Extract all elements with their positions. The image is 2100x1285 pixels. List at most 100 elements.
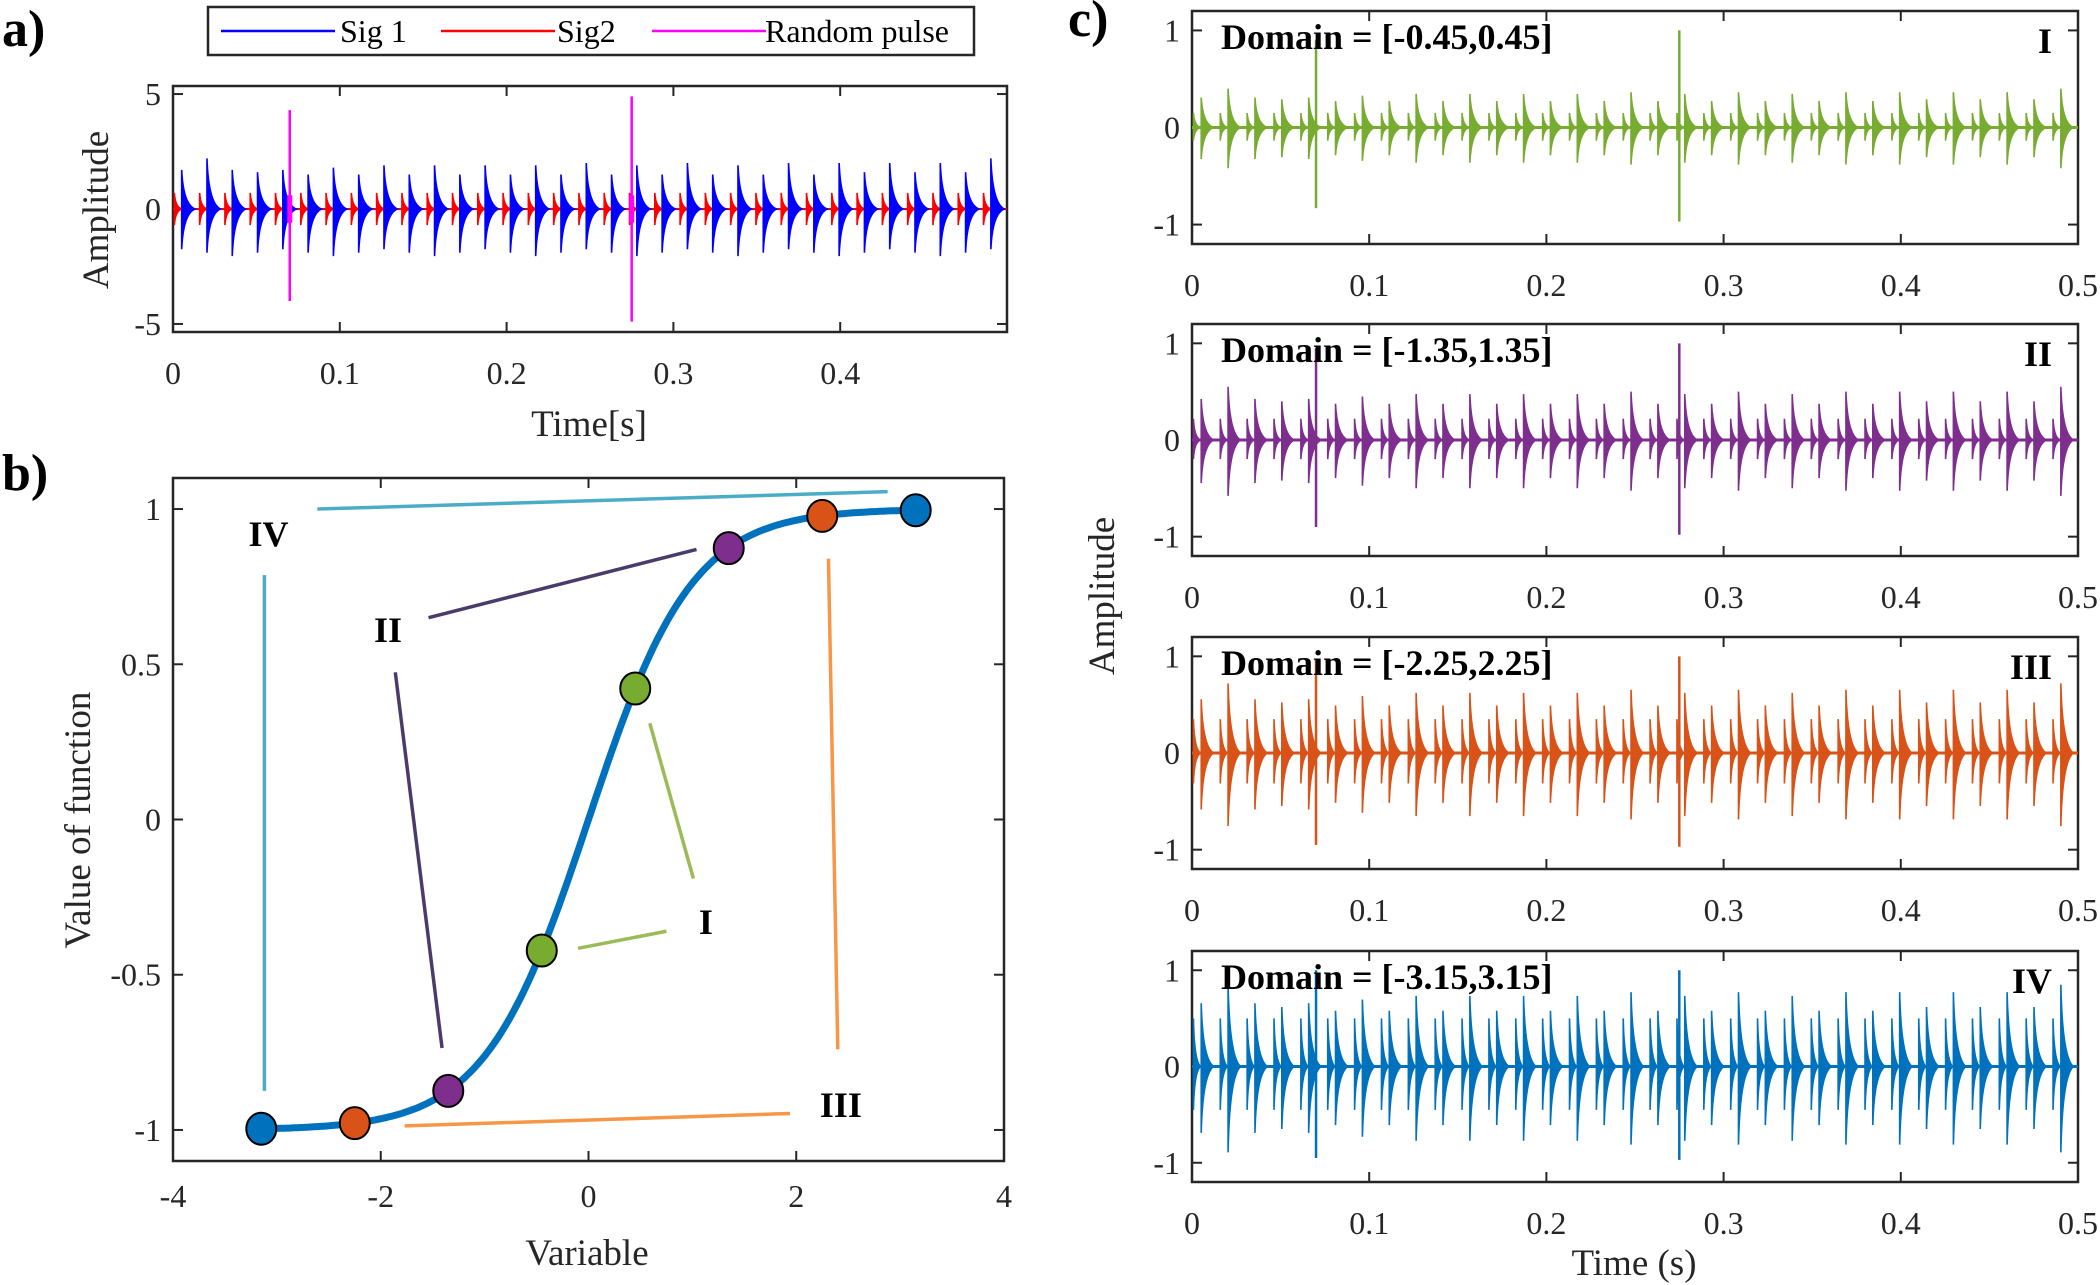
signal-impulse xyxy=(2033,99,2050,158)
domain-title: Domain = [-0.45,0.45] xyxy=(1221,17,1553,57)
sig1-impulse xyxy=(206,158,223,253)
sig1-impulse xyxy=(459,174,476,253)
x-tick-label: 0 xyxy=(1184,267,1200,303)
sig1-impulse xyxy=(307,174,324,253)
x-tick-label: 0.5 xyxy=(2058,892,2098,928)
signal-impulse xyxy=(1227,88,1243,169)
sig1-impulse xyxy=(433,165,450,257)
sig1-impulse xyxy=(256,172,273,253)
signal-impulse xyxy=(1818,100,1835,156)
domain-point xyxy=(245,1111,278,1146)
x-tick-label: -4 xyxy=(160,1178,187,1214)
sig1-impulse xyxy=(964,172,982,253)
domain-tag: I xyxy=(2038,21,2052,61)
signal-impulse xyxy=(1764,1010,1780,1126)
signal-impulse xyxy=(1549,705,1565,803)
domain-title: Domain = [-1.35,1.35] xyxy=(1221,330,1553,370)
signal-impulse xyxy=(1415,394,1431,489)
x-axis-label: Variable xyxy=(525,1233,648,1274)
signal-impulse xyxy=(1200,1003,1215,1133)
signal-impulse xyxy=(1254,398,1270,484)
plot-area xyxy=(1192,30,2078,222)
y-tick-label: -5 xyxy=(134,306,161,342)
y-tick-label: 0 xyxy=(1164,110,1180,146)
signal-impulse xyxy=(1979,401,1995,481)
signal-impulse xyxy=(1442,705,1458,803)
signal-impulse xyxy=(1657,705,1672,803)
signal-impulse xyxy=(1334,1010,1350,1126)
signal-impulse xyxy=(1442,1010,1457,1126)
signal-impulse xyxy=(1603,1010,1619,1126)
signal-impulse xyxy=(1764,705,1780,803)
signal-impulse xyxy=(1979,99,1996,158)
signal-impulse xyxy=(1469,93,1485,163)
signal-impulse xyxy=(1979,1006,1995,1129)
sig1-impulse xyxy=(231,169,248,257)
signal-impulse xyxy=(1576,93,1592,163)
y-tick-label: 0.5 xyxy=(121,646,161,682)
x-tick-label: 0.4 xyxy=(1881,579,1921,615)
y-tick-label: 1 xyxy=(1164,638,1180,674)
signal-impulse xyxy=(1361,696,1377,813)
y-tick-label: 0 xyxy=(145,802,161,838)
random-pulse-body xyxy=(629,195,635,223)
signal-impulse xyxy=(1630,689,1645,820)
domain-point xyxy=(712,531,745,566)
x-tick-label: 0.3 xyxy=(1704,579,1744,615)
signal-impulse xyxy=(1952,92,1968,165)
signal-impulse xyxy=(1791,692,1807,817)
sig1-impulse xyxy=(509,174,526,253)
signal-impulse xyxy=(1710,403,1727,479)
x-tick-label: 0.1 xyxy=(1349,1205,1389,1241)
x-tick-label: 0.3 xyxy=(1704,892,1744,928)
sig1-impulse xyxy=(180,169,198,250)
signal-impulse xyxy=(1281,401,1297,481)
x-tick-label: 0 xyxy=(1184,892,1200,928)
sig1-impulse xyxy=(686,162,703,250)
x-tick-label: 0.2 xyxy=(1526,579,1566,615)
signal-impulse xyxy=(1334,403,1351,479)
y-tick-label: 1 xyxy=(1164,952,1180,988)
y-tick-label: -1 xyxy=(1153,207,1180,243)
signal-impulse xyxy=(1227,386,1243,496)
signal-impulse xyxy=(2033,401,2049,481)
x-tick-label: 0.1 xyxy=(1349,267,1389,303)
x-tick-label: 0.3 xyxy=(653,355,693,391)
signal-impulse xyxy=(1281,1006,1296,1129)
signal-impulse xyxy=(1227,984,1242,1153)
sig1-impulse xyxy=(610,174,628,253)
y-tick-label: -1 xyxy=(134,1112,161,1148)
signal-impulse xyxy=(1576,692,1592,817)
signal-impulse xyxy=(1818,705,1834,803)
signal-impulse xyxy=(1200,699,1216,810)
domain-tag: III xyxy=(2010,647,2052,687)
x-tick-label: 0 xyxy=(165,355,181,391)
sig1-impulse xyxy=(787,162,804,250)
sig1-impulse xyxy=(813,174,830,253)
signal-impulse xyxy=(1872,403,1888,479)
signal-impulse xyxy=(1630,391,1646,491)
y-tick-label: 1 xyxy=(1164,325,1180,361)
signal-impulse xyxy=(1254,97,1270,160)
domain-point xyxy=(338,1106,371,1141)
signal-impulse xyxy=(1469,394,1484,489)
x-tick-label: 0 xyxy=(581,1178,597,1214)
annotation-label: I xyxy=(699,902,713,942)
x-tick-label: 0.4 xyxy=(1881,267,1921,303)
x-tick-label: 0.1 xyxy=(1349,892,1389,928)
x-tick-label: 0.2 xyxy=(1526,892,1566,928)
signal-impulse xyxy=(1522,394,1538,489)
panel-label-a: a) xyxy=(2,1,45,58)
y-tick-label: 0 xyxy=(1164,735,1180,771)
signal-impulse xyxy=(1442,403,1458,479)
signal-impulse xyxy=(1952,391,1968,491)
annotation-line xyxy=(577,929,667,951)
annotation-label: II xyxy=(374,610,402,650)
x-tick-label: 0.2 xyxy=(1526,267,1566,303)
x-tick-label: -2 xyxy=(367,1178,394,1214)
signal-impulse xyxy=(1495,403,1512,479)
signal-impulse xyxy=(1227,683,1242,827)
y-tick-label: 1 xyxy=(1164,12,1180,48)
signal-impulse xyxy=(1925,401,1941,481)
